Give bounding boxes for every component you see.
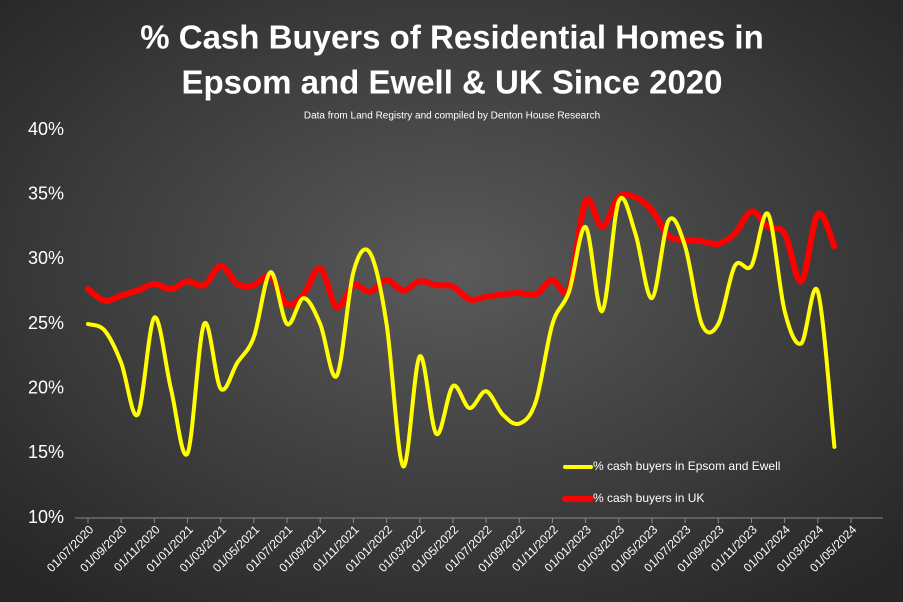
y-tick-label: 25% [28, 313, 64, 333]
y-tick-label: 10% [28, 507, 64, 527]
chart-title: Epsom and Ewell & UK Since 2020 [181, 64, 722, 101]
data-line [86, 196, 837, 469]
legend-label: % cash buyers in UK [593, 491, 704, 505]
y-tick-label: 30% [28, 248, 64, 268]
subtitle: Data from Land Registry and compiled by … [304, 111, 600, 122]
y-tick-label: 40% [28, 119, 64, 139]
y-tick-label: 35% [28, 183, 64, 203]
y-tick-label: 15% [28, 442, 64, 462]
chart-title: % Cash Buyers of Residential Homes in [140, 19, 764, 56]
data-line [85, 191, 838, 311]
legend-label: % cash buyers in Epsom and Ewell [593, 459, 780, 473]
y-tick-label: 20% [28, 377, 64, 397]
